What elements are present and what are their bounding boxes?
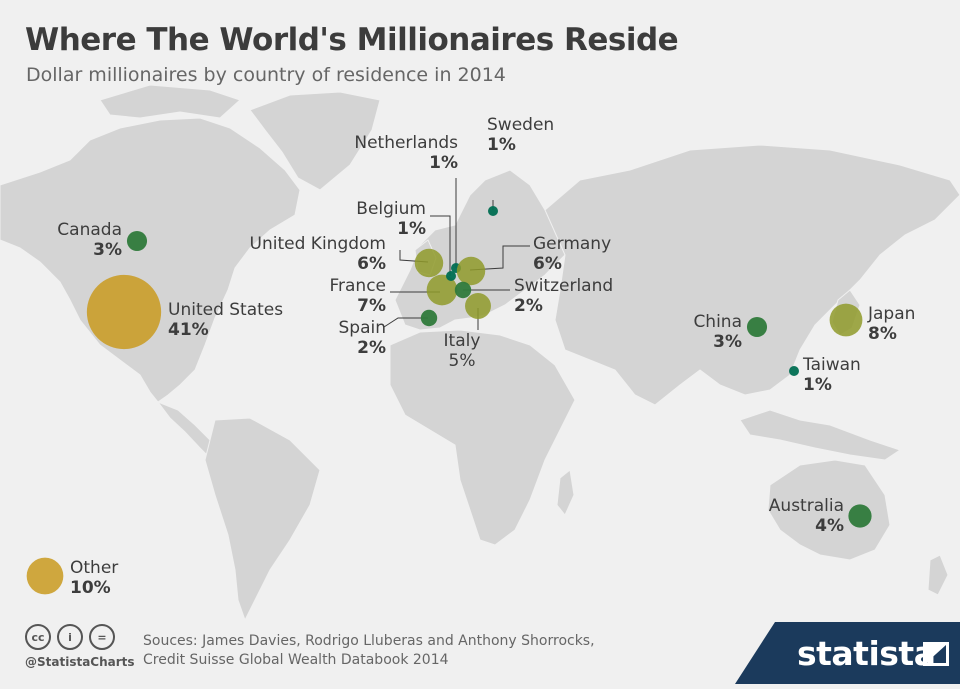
country-name: United States <box>168 300 284 320</box>
landmasses <box>0 84 960 622</box>
bubble-japan <box>829 303 863 337</box>
country-share: 1% <box>487 135 516 155</box>
logo-wordmark: statista <box>797 634 936 673</box>
country-share: 8% <box>868 324 897 344</box>
source-line-2: Credit Suisse Global Wealth Databook 201… <box>143 652 449 668</box>
australia-land <box>767 459 891 561</box>
country-share: 4% <box>815 516 844 536</box>
connector-germany <box>469 245 530 271</box>
country-share: 7% <box>357 296 386 316</box>
new-zealand <box>927 554 949 596</box>
bubble-france <box>426 274 458 306</box>
label-netherlands: Netherlands 1% <box>330 133 458 173</box>
source-line-1: Souces: James Davies, Rodrigo Lluberas a… <box>143 633 595 649</box>
bubble-united-kingdom <box>414 248 444 278</box>
country-name: Other <box>70 558 119 578</box>
label-australia: Australia 4% <box>750 496 844 536</box>
sea-islands <box>739 409 902 461</box>
country-share: 2% <box>357 338 386 358</box>
country-name: China <box>693 312 742 332</box>
country-name: Belgium <box>356 199 426 219</box>
greenland <box>249 91 381 191</box>
connector-spain <box>383 317 428 328</box>
label-china: China 3% <box>670 312 742 352</box>
country-name: Canada <box>57 220 122 240</box>
label-united-kingdom: United Kingdom 6% <box>230 234 386 274</box>
label-italy: Italy 5% <box>432 331 492 371</box>
country-share: 1% <box>803 375 832 395</box>
north-america-land <box>0 117 301 403</box>
country-share: 3% <box>713 332 742 352</box>
country-name: Australia <box>768 496 844 516</box>
bubble-other <box>26 557 64 595</box>
country-share: 1% <box>429 153 458 173</box>
label-united-states: United States 41% <box>168 300 283 340</box>
statista-logo[interactable]: statista <box>735 622 960 684</box>
country-name: United Kingdom <box>249 234 386 254</box>
arctic-islands <box>99 84 241 119</box>
label-germany: Germany 6% <box>533 234 611 274</box>
bubble-united-states <box>86 274 162 350</box>
logo-background <box>735 622 960 684</box>
label-belgium: Belgium 1% <box>340 199 426 239</box>
country-name: France <box>329 276 386 296</box>
no-derivatives-icon[interactable]: = <box>89 624 115 650</box>
south-america <box>204 417 321 622</box>
country-name: Sweden <box>487 115 555 135</box>
connector-belgium <box>430 215 451 276</box>
label-spain: Spain 2% <box>310 318 387 358</box>
twitter-handle[interactable]: @StatistaCharts <box>25 655 135 669</box>
bubble-australia <box>848 504 872 528</box>
bubble-china <box>746 316 768 338</box>
source-note: Souces: James Davies, Rodrigo Lluberas a… <box>143 632 595 670</box>
bubbles <box>26 206 872 595</box>
africa <box>389 329 576 546</box>
bubble-italy <box>465 293 491 319</box>
bubble-sweden <box>488 206 498 216</box>
madagascar <box>556 469 575 516</box>
country-name: Germany <box>533 234 612 254</box>
bubble-belgium <box>446 271 456 281</box>
country-name: Taiwan <box>803 355 861 375</box>
country-name: Spain <box>338 318 387 338</box>
bubble-switzerland <box>454 281 472 299</box>
bubble-canada <box>126 230 148 252</box>
attribution-icon[interactable]: i <box>57 624 83 650</box>
country-name: Italy <box>443 331 481 351</box>
license-icons: cc i = <box>25 624 115 650</box>
country-share: 6% <box>533 254 562 274</box>
country-name: Switzerland <box>514 276 614 296</box>
creative-commons-icon[interactable]: cc <box>25 624 51 650</box>
country-share: 6% <box>357 254 386 274</box>
page-title: Where The World's Millionaires Reside <box>25 22 679 58</box>
bubble-germany <box>456 256 486 286</box>
label-france: France 7% <box>310 276 386 316</box>
page-subtitle: Dollar millionaires by country of reside… <box>26 64 506 86</box>
bubble-taiwan <box>789 366 799 376</box>
country-share: 3% <box>93 240 122 260</box>
label-taiwan: Taiwan 1% <box>803 355 861 395</box>
label-canada: Canada 3% <box>40 220 122 260</box>
country-share: 5% <box>448 351 476 371</box>
label-switzerland: Switzerland 2% <box>514 276 613 316</box>
country-name: Japan <box>868 304 916 324</box>
country-share: 10% <box>70 578 111 598</box>
label-other: Other 10% <box>70 558 118 598</box>
bubble-spain <box>420 309 438 327</box>
asia <box>544 144 960 406</box>
label-sweden: Sweden 1% <box>487 115 554 155</box>
country-share: 1% <box>397 219 426 239</box>
country-share: 2% <box>514 296 543 316</box>
country-name: Netherlands <box>354 133 458 153</box>
country-share: 41% <box>168 320 209 340</box>
label-japan: Japan 8% <box>868 304 915 344</box>
